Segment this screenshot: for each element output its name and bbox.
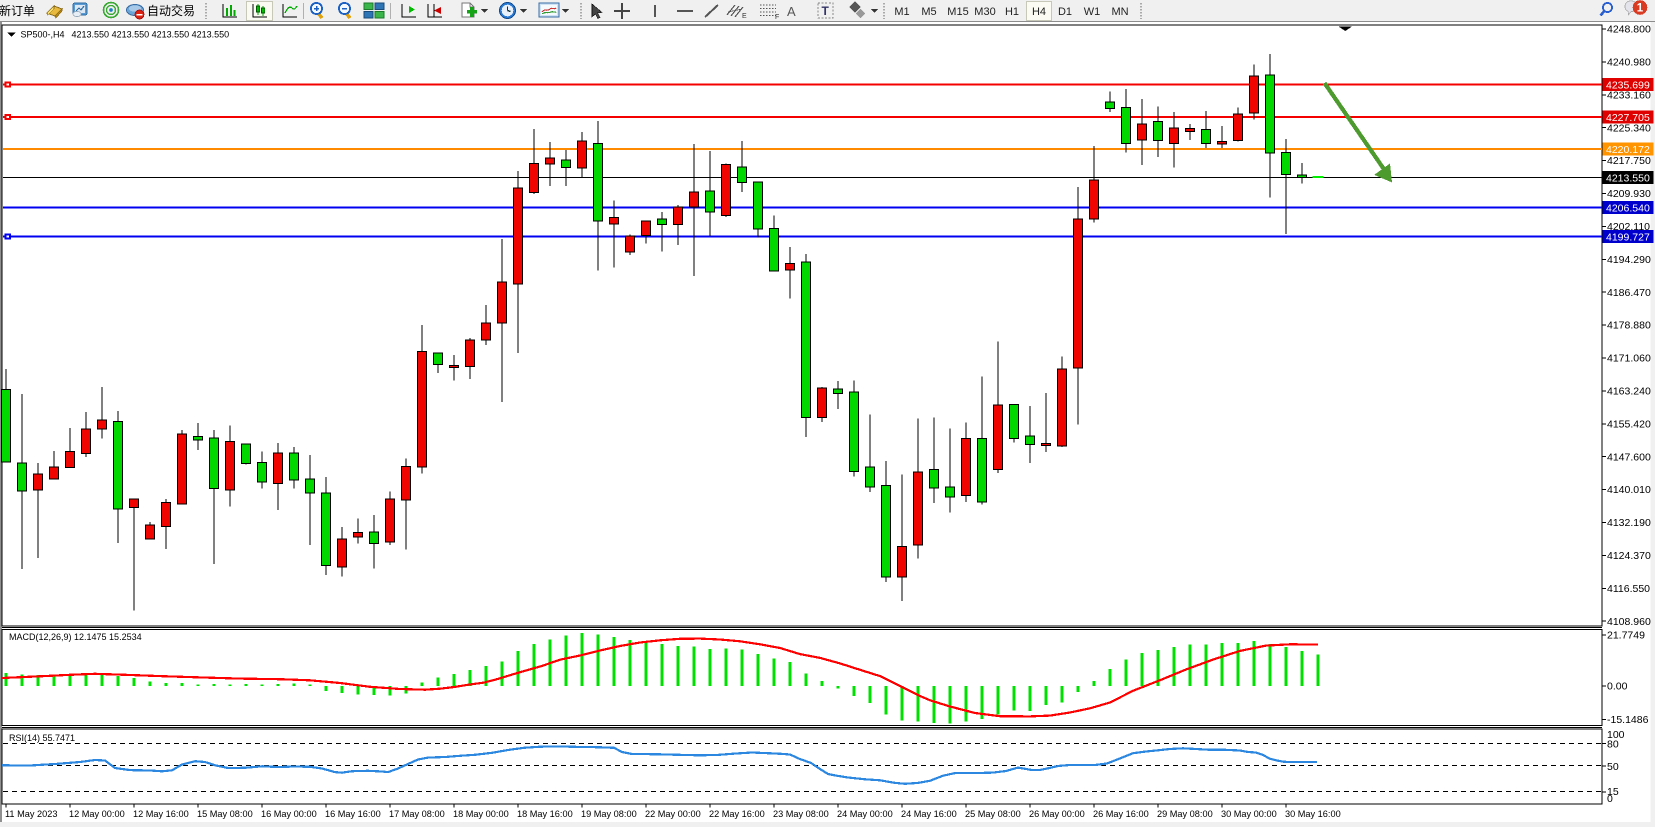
svg-text:4140.010: 4140.010 xyxy=(1607,484,1651,496)
svg-text:15: 15 xyxy=(1607,786,1619,798)
svg-text:0.00: 0.00 xyxy=(1607,681,1628,693)
svg-text:19 May 08:00: 19 May 08:00 xyxy=(581,809,637,819)
svg-text:4227.705: 4227.705 xyxy=(1606,112,1650,124)
svg-text:12 May 16:00: 12 May 16:00 xyxy=(133,809,189,819)
svg-text:MN: MN xyxy=(1111,6,1128,18)
svg-text:22 May 16:00: 22 May 16:00 xyxy=(709,809,765,819)
svg-text:18 May 16:00: 18 May 16:00 xyxy=(517,809,573,819)
svg-text:MACD(12,26,9) 12.1475 15.2534: MACD(12,26,9) 12.1475 15.2534 xyxy=(9,632,142,642)
svg-text:17 May 08:00: 17 May 08:00 xyxy=(389,809,445,819)
svg-text:SP500-,H4 4213.550 4213.550 4: SP500-,H4 4213.550 4213.550 4213.550 421… xyxy=(21,30,230,40)
svg-text:4186.470: 4186.470 xyxy=(1607,287,1651,299)
svg-text:新订单: 新订单 xyxy=(0,3,35,18)
svg-text:22 May 00:00: 22 May 00:00 xyxy=(645,809,701,819)
svg-text:24 May 00:00: 24 May 00:00 xyxy=(837,809,893,819)
svg-text:F: F xyxy=(775,14,779,21)
svg-text:4163.240: 4163.240 xyxy=(1607,386,1651,398)
svg-text:0: 0 xyxy=(1607,793,1613,805)
svg-text:12 May 00:00: 12 May 00:00 xyxy=(69,809,125,819)
svg-text:18 May 00:00: 18 May 00:00 xyxy=(453,809,509,819)
svg-text:16 May 16:00: 16 May 16:00 xyxy=(325,809,381,819)
svg-text:4171.060: 4171.060 xyxy=(1607,353,1651,365)
svg-text:M1: M1 xyxy=(894,6,909,18)
svg-text:4178.880: 4178.880 xyxy=(1607,320,1651,332)
svg-text:W1: W1 xyxy=(1084,6,1101,18)
svg-text:A: A xyxy=(787,4,796,19)
svg-text:29 May 08:00: 29 May 08:00 xyxy=(1157,809,1213,819)
svg-text:23 May 08:00: 23 May 08:00 xyxy=(773,809,829,819)
svg-text:4248.800: 4248.800 xyxy=(1607,24,1651,36)
svg-text:4199.727: 4199.727 xyxy=(1606,231,1650,243)
svg-text:D1: D1 xyxy=(1058,6,1072,18)
svg-text:4206.540: 4206.540 xyxy=(1606,202,1650,214)
svg-text:4209.930: 4209.930 xyxy=(1607,188,1651,200)
svg-text:RSI(14) 55.7471: RSI(14) 55.7471 xyxy=(9,733,75,743)
svg-text:-15.1486: -15.1486 xyxy=(1607,714,1649,726)
svg-text:30 May 16:00: 30 May 16:00 xyxy=(1285,809,1341,819)
svg-text:自动交易: 自动交易 xyxy=(147,3,195,18)
svg-text:1: 1 xyxy=(1637,3,1644,15)
svg-text:15 May 08:00: 15 May 08:00 xyxy=(197,809,253,819)
svg-text:4220.172: 4220.172 xyxy=(1606,144,1650,156)
svg-text:M30: M30 xyxy=(974,6,995,18)
svg-text:4155.420: 4155.420 xyxy=(1607,418,1651,430)
svg-text:26 May 16:00: 26 May 16:00 xyxy=(1093,809,1149,819)
svg-text:M15: M15 xyxy=(947,6,968,18)
svg-text:4225.340: 4225.340 xyxy=(1607,122,1651,134)
svg-text:16 May 00:00: 16 May 00:00 xyxy=(261,809,317,819)
svg-text:50: 50 xyxy=(1607,761,1619,773)
svg-text:80: 80 xyxy=(1607,739,1619,751)
svg-text:4108.960: 4108.960 xyxy=(1607,616,1651,628)
svg-text:4240.980: 4240.980 xyxy=(1607,57,1651,69)
svg-text:T: T xyxy=(822,4,830,18)
svg-text:4233.160: 4233.160 xyxy=(1607,89,1651,101)
svg-text:24 May 16:00: 24 May 16:00 xyxy=(901,809,957,819)
svg-text:30 May 00:00: 30 May 00:00 xyxy=(1221,809,1277,819)
svg-text:4116.550: 4116.550 xyxy=(1607,583,1650,595)
svg-text:26 May 00:00: 26 May 00:00 xyxy=(1029,809,1085,819)
svg-text:11 May 2023: 11 May 2023 xyxy=(5,809,57,819)
svg-text:4235.699: 4235.699 xyxy=(1606,79,1650,91)
svg-text:4217.750: 4217.750 xyxy=(1607,155,1651,167)
svg-text:H1: H1 xyxy=(1005,6,1019,18)
svg-text:4213.550: 4213.550 xyxy=(1606,172,1650,184)
svg-text:H4: H4 xyxy=(1032,6,1046,18)
svg-text:100: 100 xyxy=(1607,729,1625,741)
svg-text:4132.190: 4132.190 xyxy=(1607,517,1651,529)
svg-text:4124.370: 4124.370 xyxy=(1607,550,1651,562)
svg-text:E: E xyxy=(742,13,747,20)
svg-text:21.7749: 21.7749 xyxy=(1607,630,1645,642)
svg-text:M5: M5 xyxy=(921,6,936,18)
svg-text:25 May 08:00: 25 May 08:00 xyxy=(965,809,1021,819)
svg-text:4194.290: 4194.290 xyxy=(1607,254,1651,266)
svg-text:4147.600: 4147.600 xyxy=(1607,451,1651,463)
